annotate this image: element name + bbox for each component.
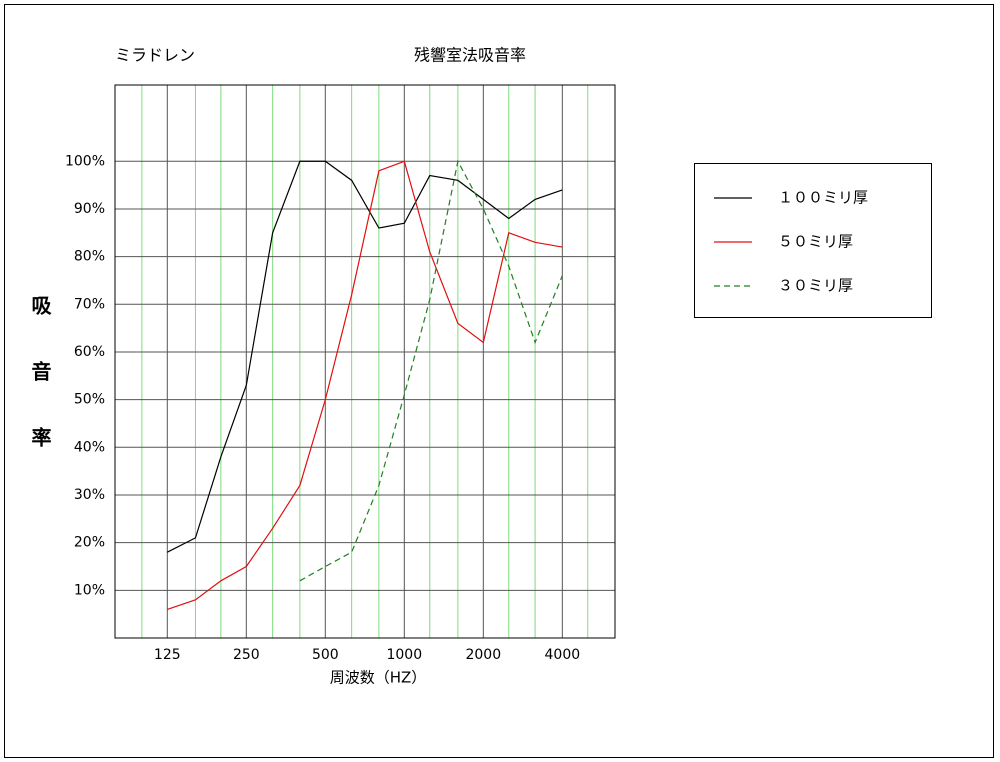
x-axis-label: 周波数（HZ） [330,669,427,687]
x-tick-label: 1000 [386,647,422,663]
plot-border [114,84,616,639]
data-line [167,160,563,553]
x-tick-label: 500 [312,647,339,663]
x-tick-label: 4000 [545,647,581,663]
x-tick-label: 2000 [465,647,501,663]
y-tick-label: 100% [65,153,105,169]
data-line [299,159,563,582]
legend-label: １００ミリ厚 [778,189,868,207]
y-tick-label: 40% [74,439,105,455]
y-tick-label: 50% [74,392,105,408]
y-tick-label: 80% [74,249,105,265]
chart-subtitle: ミラドレン [115,46,195,65]
x-tick-label: 125 [154,647,181,663]
x-tick-label: 250 [233,647,260,663]
chart-title: 残響室法吸音率 [414,46,526,65]
legend-box [694,163,932,318]
legend-label: ３０ミリ厚 [778,277,853,295]
legend-label: ５０ミリ厚 [778,233,853,251]
y-tick-label: 10% [74,582,105,598]
y-tick-label: 20% [74,535,105,551]
y-tick-label: 90% [74,201,105,217]
page-border [4,4,994,758]
data-line [167,160,563,610]
y-axis-label: 吸音率 [28,295,52,493]
y-tick-label: 60% [74,344,105,360]
y-tick-label: 70% [74,296,105,312]
y-tick-label: 30% [74,487,105,503]
